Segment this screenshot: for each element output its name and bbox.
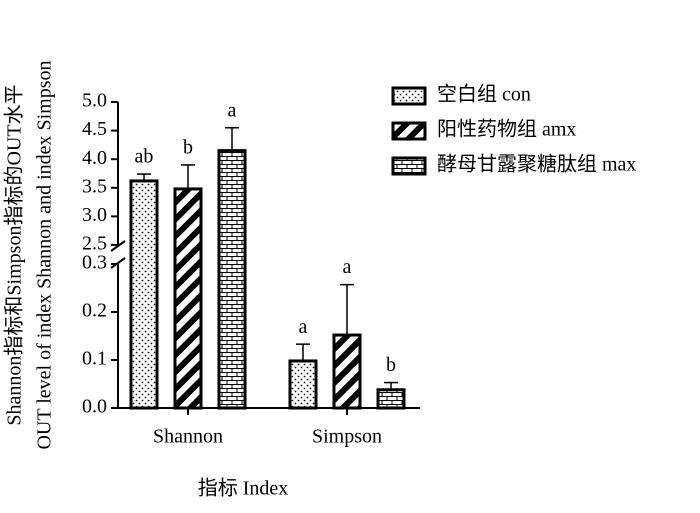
bar (376, 388, 406, 410)
bar (129, 179, 159, 410)
axis-break (110, 257, 126, 269)
y-tick-label: 5.0 (82, 90, 107, 112)
bar (288, 359, 318, 410)
bar (332, 333, 362, 410)
axis-break (110, 240, 126, 252)
legend-label: 阳性药物组 amx (437, 118, 576, 141)
y-tick-label: 3.0 (82, 204, 107, 226)
y-tick-label: 0.1 (82, 348, 107, 370)
x-tick-label: Shannon (153, 426, 223, 448)
significance-letter: a (228, 99, 237, 121)
significance-letter: ab (135, 146, 154, 168)
y-tick-label: 3.5 (82, 175, 107, 197)
y-tick-label: 4.0 (82, 147, 107, 169)
x-axis-title: 指标 Index (198, 477, 289, 500)
legend-swatch (391, 86, 427, 106)
legend-swatch (391, 156, 427, 176)
y-tick-label: 0.3 (82, 252, 107, 274)
legend-label: 酵母甘露聚糖肽组 max (437, 153, 636, 176)
significance-letter: a (343, 256, 352, 278)
y-tick-label: 0.0 (82, 396, 107, 418)
x-tick-label: Simpson (312, 426, 382, 448)
legend-swatch (391, 121, 427, 141)
y-tick-label: 2.5 (82, 233, 107, 255)
significance-letter: b (183, 137, 193, 159)
y-axis-title: Shannon指标和Simpson指标的OUT水平 (3, 84, 26, 425)
y-tick-label: 0.2 (82, 300, 107, 322)
significance-letter: a (299, 316, 308, 338)
bar (173, 187, 203, 410)
y-axis-title: OUT level of index Shannon and index Sim… (34, 60, 56, 449)
y-tick-label: 4.5 (82, 118, 107, 140)
significance-letter: b (386, 354, 396, 376)
legend-label: 空白组 con (437, 83, 531, 106)
bar (217, 149, 247, 410)
